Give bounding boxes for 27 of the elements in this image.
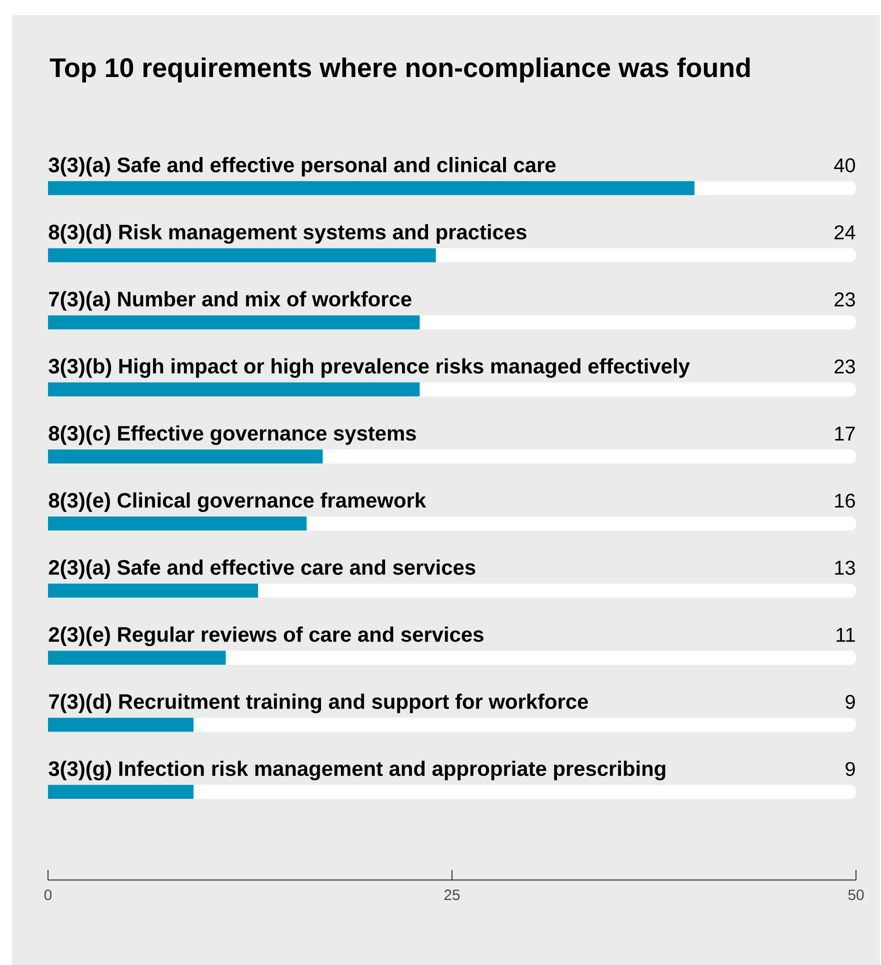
data-label: 23 xyxy=(834,359,855,374)
data-label: 13 xyxy=(835,560,855,575)
y-tick-label: 8(3)(d) Risk management systems and practices xyxy=(48,224,526,244)
y-tick-label: 7(3)(a) Number and mix of workforce xyxy=(49,291,412,311)
y-tick-label: 7(3)(d) Recruitment training and support for workforce xyxy=(49,694,588,714)
y-tick-label: 3(3)(g) Infection risk management and appropriate prescribing xyxy=(48,760,666,780)
y-tick-label: 2(3)(e) Regular reviews of care and services xyxy=(48,626,484,646)
x-tick-label: 0 xyxy=(44,890,52,900)
y-tick-label: 3(3)(a) Safe and effective personal and clinical care xyxy=(48,157,556,176)
chart-title: Top 10 requirements where non-compliance was found xyxy=(50,57,750,83)
y-tick-label: 2(3)(a) Safe and effective care and services xyxy=(48,559,476,579)
x-tick-label: 50 xyxy=(848,890,864,900)
data-label: 9 xyxy=(846,762,855,776)
y-tick-label: 8(3)(e) Clinical governance framework xyxy=(48,492,426,512)
data-label: 24 xyxy=(834,225,856,240)
data-label: 11 xyxy=(836,628,855,642)
bar xyxy=(48,718,194,732)
bar xyxy=(48,784,194,799)
data-label: 16 xyxy=(835,494,855,508)
data-label: 23 xyxy=(834,292,855,306)
data-label: 40 xyxy=(834,158,856,172)
x-tick-label: 25 xyxy=(444,890,460,900)
y-tick-label: 3(3)(b) High impact or high prevalence risks managed effectively xyxy=(48,358,690,378)
y-tick-label: 8(3)(c) Effective governance systems xyxy=(48,425,416,445)
data-label: 17 xyxy=(835,426,855,440)
data-label: 9 xyxy=(846,694,855,709)
bar xyxy=(48,650,226,665)
